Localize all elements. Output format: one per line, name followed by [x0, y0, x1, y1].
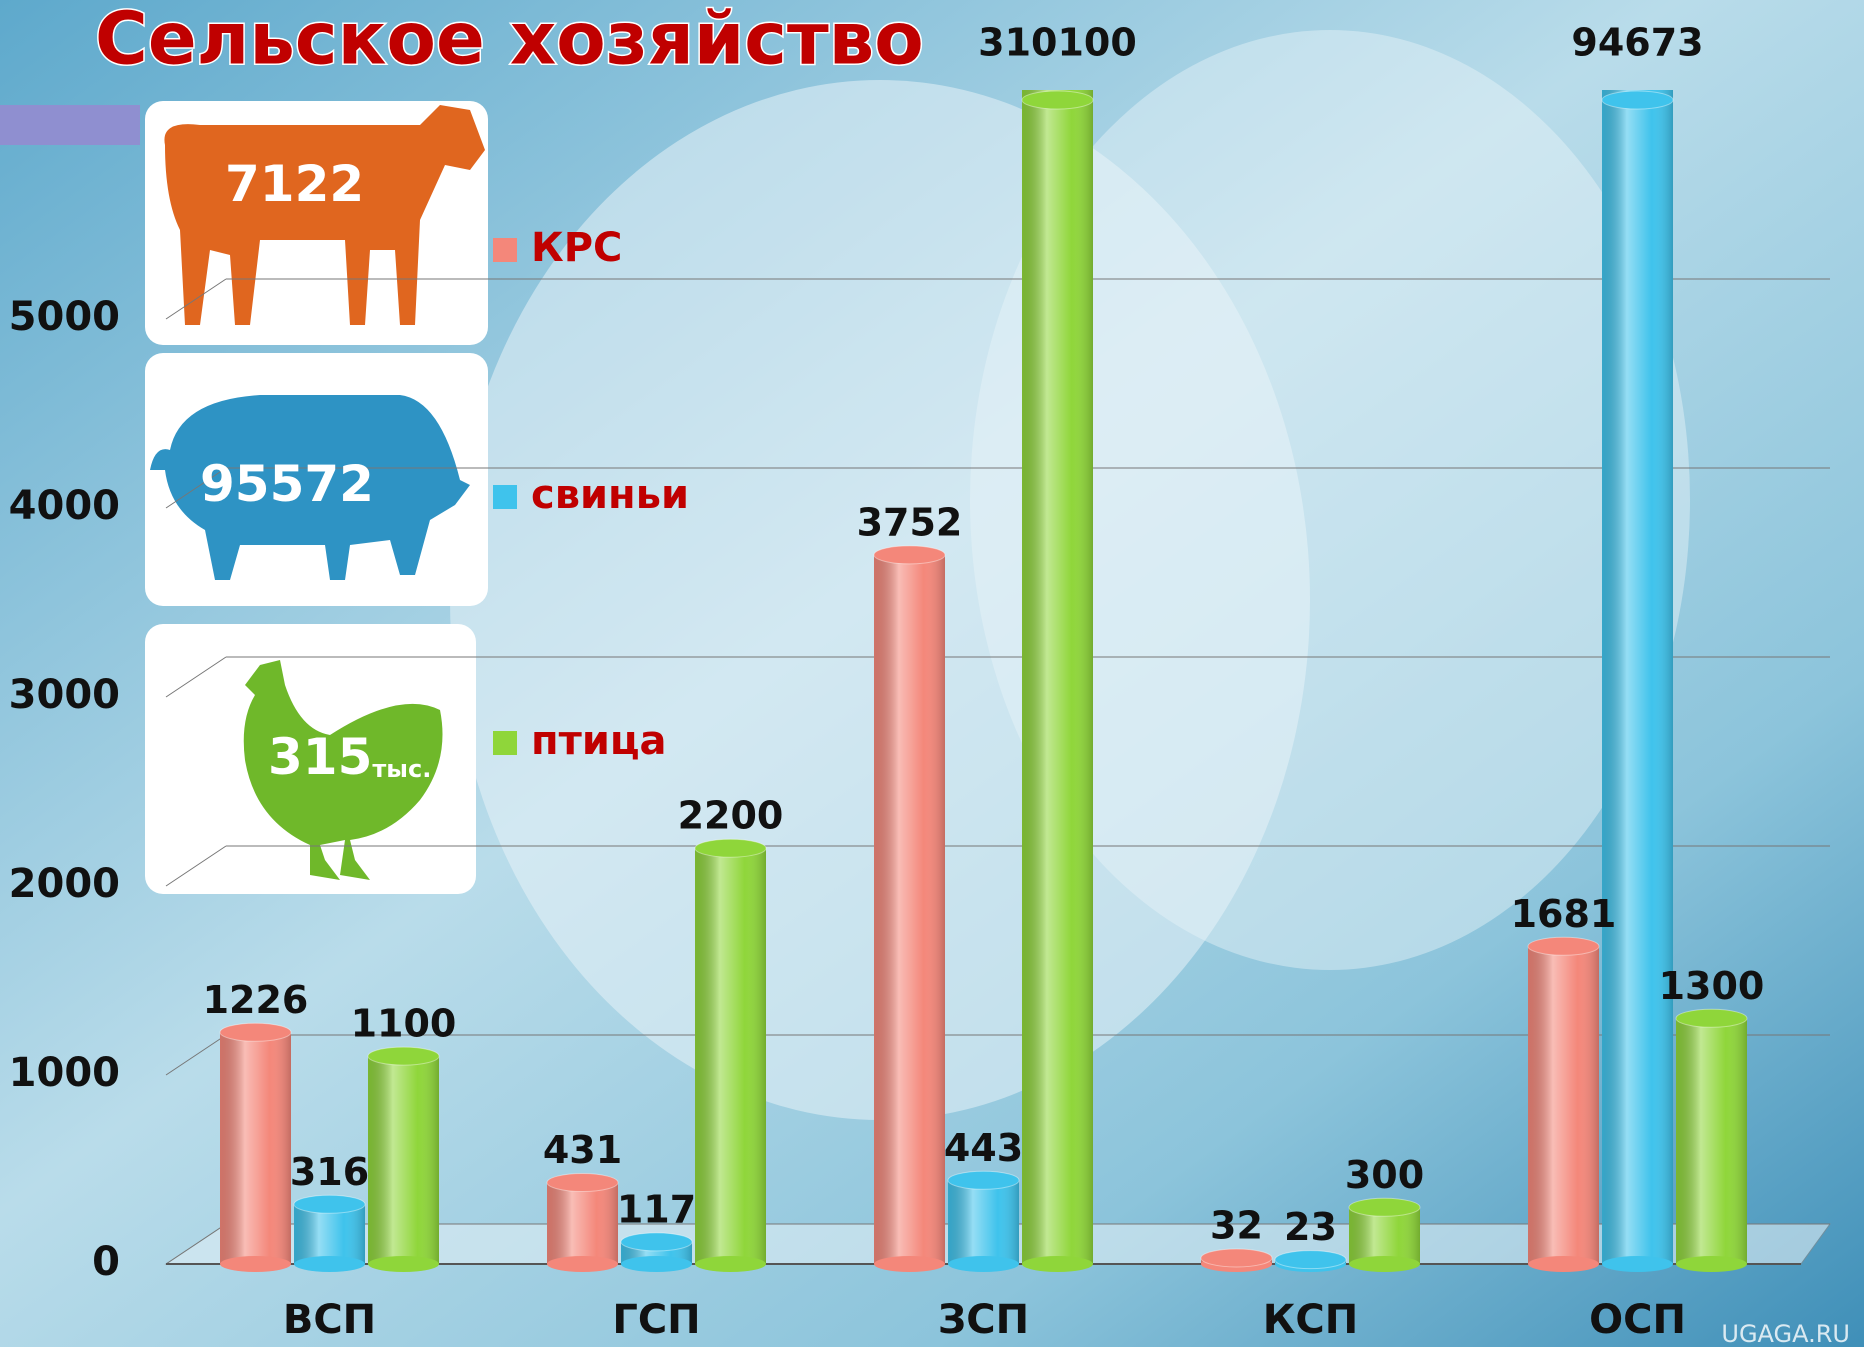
y-tick-label: 1000 [9, 1050, 120, 1096]
value-label: 1681 [1511, 892, 1617, 936]
bar-top [293, 1194, 366, 1214]
y-tick-label: 3000 [9, 672, 120, 718]
bar-top [219, 1022, 292, 1042]
bar-top [1274, 1250, 1347, 1270]
bar-shine [1602, 90, 1673, 1264]
bar-top [694, 838, 767, 858]
legend-label: свиньи [531, 472, 689, 518]
bar-top [873, 545, 946, 565]
grid-line [165, 278, 227, 320]
bar-shine [1528, 946, 1599, 1264]
card-number: 315 [268, 728, 372, 786]
x-tick-label: ОСП [1589, 1297, 1686, 1343]
bar-base [1676, 1256, 1747, 1272]
bar-top [1348, 1197, 1421, 1217]
bar-shine [294, 1204, 365, 1264]
bar-top [367, 1046, 440, 1066]
y-tick-label: 0 [92, 1239, 120, 1285]
bar-base [948, 1256, 1019, 1272]
bar-base [294, 1256, 365, 1272]
x-tick-label: ГСП [612, 1297, 700, 1343]
card-value: 7122 [225, 155, 364, 213]
bar-base [1602, 1256, 1673, 1272]
card-number: 7122 [225, 155, 364, 213]
bar-shine [368, 1056, 439, 1264]
value-label: 32 [1210, 1203, 1263, 1247]
value-label: 1100 [351, 1002, 457, 1046]
plot [219, 90, 1748, 1272]
bar-top [1601, 90, 1674, 110]
y-tick-label: 5000 [9, 294, 120, 340]
card-suffix: тыс. [372, 755, 431, 783]
bar-top [1527, 936, 1600, 956]
value-label: 300 [1345, 1153, 1424, 1197]
bar-base [1528, 1256, 1599, 1272]
bar-base [1349, 1256, 1420, 1272]
chart-title: Сельское хозяйство [95, 0, 924, 81]
bar-top [1021, 90, 1094, 110]
bar-shine [695, 848, 766, 1264]
legend-swatch [493, 731, 517, 755]
x-tick-label: ЗСП [938, 1297, 1029, 1343]
y-tick-label: 2000 [9, 861, 120, 907]
bar-base [874, 1256, 945, 1272]
value-label: 443 [944, 1126, 1023, 1170]
legend-swatch [493, 485, 517, 509]
bar-top [620, 1232, 693, 1252]
x-tick-label: КСП [1263, 1297, 1359, 1343]
pig-icon [150, 395, 470, 580]
bar-shine [547, 1182, 618, 1264]
value-label: 1300 [1659, 964, 1765, 1008]
card-number: 95572 [200, 455, 374, 513]
value-label: 310100 [978, 21, 1137, 65]
value-label: 23 [1284, 1205, 1337, 1249]
bar-top [546, 1173, 619, 1193]
cow-icon [164, 105, 485, 325]
bar-shine [1349, 1207, 1420, 1264]
bar-base [368, 1256, 439, 1272]
bar-shine [220, 1032, 291, 1264]
value-label: 117 [617, 1187, 696, 1231]
x-tick-label: ВСП [283, 1297, 376, 1343]
bar-shine [1676, 1018, 1747, 1264]
grid-line [165, 845, 227, 887]
hen-icon [243, 660, 443, 880]
value-label: 94673 [1571, 21, 1703, 65]
bar-top [947, 1170, 1020, 1190]
bar-shine [1022, 90, 1093, 1264]
bar-base [547, 1256, 618, 1272]
value-label: 1226 [203, 978, 309, 1022]
cards [145, 101, 488, 894]
bar-top [1200, 1248, 1273, 1268]
grid-line [165, 1034, 227, 1076]
value-label: 2200 [678, 794, 784, 838]
bar-top [1675, 1008, 1748, 1028]
grid-line [165, 467, 227, 509]
watermark: UGAGA.RU [1721, 1320, 1850, 1347]
value-label: 316 [290, 1150, 369, 1194]
bar-shine [874, 554, 945, 1264]
bar-shine [948, 1180, 1019, 1264]
value-label: 3752 [857, 500, 963, 544]
grid-line [165, 1223, 227, 1265]
value-label: 431 [543, 1128, 622, 1172]
bar-base [220, 1256, 291, 1272]
card-value: 315тыс. [268, 728, 431, 786]
bar-base [695, 1256, 766, 1272]
photo-cow [970, 30, 1690, 970]
y-tick-label: 4000 [9, 483, 120, 529]
legend-swatch [493, 238, 517, 262]
decor-bar [0, 105, 140, 145]
card-value: 95572 [200, 455, 374, 513]
bar-base [1022, 1256, 1093, 1272]
legend-label: птица [531, 718, 667, 764]
bar-base [621, 1256, 692, 1272]
legend-label: КРС [531, 225, 622, 271]
grid-line [165, 656, 227, 698]
